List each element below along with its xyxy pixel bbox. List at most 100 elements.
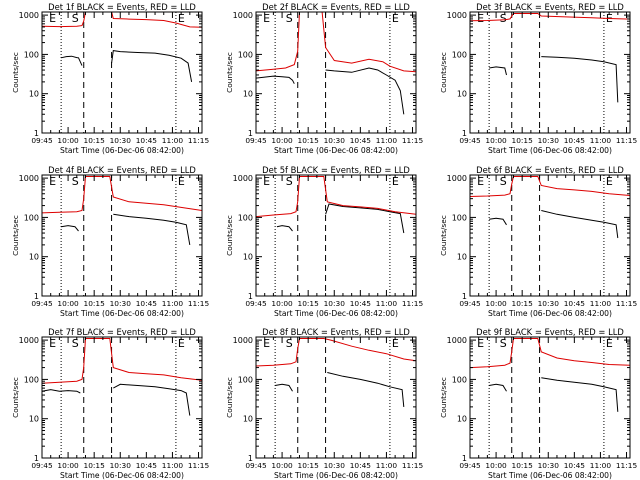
x-tick-label: 10:15 [84, 136, 106, 145]
y-tick-label: 1 [34, 292, 39, 301]
x-tick-label: 10:00 [271, 461, 293, 470]
events-series-line [255, 75, 295, 84]
marker-letter: E [392, 12, 399, 25]
y-tick-label: 100 [452, 375, 467, 384]
marker-letter: S [286, 337, 293, 350]
y-tick-label: 10 [29, 253, 39, 262]
events-series-line [113, 213, 191, 245]
x-axis-label: Start Time (06-Dec-06 08:42:00) [488, 471, 612, 480]
y-tick-label: 100 [24, 375, 39, 384]
x-tick-label: 10:15 [298, 136, 320, 145]
x-tick-label: 10:15 [512, 136, 534, 145]
events-series-line [113, 383, 191, 416]
panel-title: Det 1f BLACK = Events, RED = LLD [48, 2, 196, 12]
events-series-line [325, 67, 405, 115]
y-tick-label: 1 [34, 129, 39, 138]
x-tick-label: 11:00 [376, 136, 398, 145]
panel-title: Det 6f BLACK = Events, RED = LLD [476, 165, 624, 175]
y-tick-label: 1 [248, 129, 253, 138]
y-tick-label: 1 [248, 454, 253, 463]
y-tick-label: 100 [24, 50, 39, 59]
events-series-line [276, 225, 293, 232]
marker-letter: E [392, 175, 399, 188]
x-tick-label: 09:45 [245, 136, 267, 145]
x-tick-label: 10:30 [324, 136, 346, 145]
plot-frame [469, 174, 631, 297]
x-tick-label: 09:45 [459, 136, 481, 145]
marker-letter: E [263, 337, 270, 350]
y-tick-label: 1 [462, 129, 467, 138]
y-tick-label: 100 [452, 213, 467, 222]
x-tick-label: 09:45 [245, 299, 267, 308]
plot-frame [469, 336, 631, 459]
x-tick-label: 10:30 [538, 299, 560, 308]
y-tick-label: 1000 [233, 11, 253, 20]
x-axis-label: Start Time (06-Dec-06 08:42:00) [488, 146, 612, 155]
events-series-line [541, 377, 619, 412]
plot-frame [469, 11, 631, 134]
marker-letter: S [286, 12, 293, 25]
y-tick-label: 10 [29, 90, 39, 99]
y-tick-label: 1000 [19, 174, 39, 183]
x-tick-label: 11:00 [590, 299, 612, 308]
y-tick-label: 10 [457, 415, 467, 424]
marker-letter: E [263, 175, 270, 188]
x-tick-label: 11:00 [162, 299, 184, 308]
y-axis-label: Counts/sec [439, 52, 448, 93]
marker-letter: E [178, 175, 185, 188]
events-series-line [489, 217, 507, 226]
y-tick-label: 1 [34, 454, 39, 463]
events-series-line [325, 203, 405, 234]
panel-title: Det 9f BLACK = Events, RED = LLD [476, 327, 624, 337]
lld-series-line [255, 176, 417, 218]
x-tick-label: 11:00 [376, 461, 398, 470]
marker-letter: E [178, 337, 185, 350]
lld-series-line [469, 176, 631, 197]
x-axis-label: Start Time (06-Dec-06 08:42:00) [274, 146, 398, 155]
marker-letter: E [477, 12, 484, 25]
x-axis-label: Start Time (06-Dec-06 08:42:00) [60, 146, 184, 155]
y-axis-label: Counts/sec [225, 215, 234, 256]
x-tick-label: 10:00 [271, 299, 293, 308]
marker-letter: E [477, 337, 484, 350]
marker-letter: E [477, 175, 484, 188]
plot-frame [255, 336, 417, 459]
x-tick-label: 10:00 [485, 299, 507, 308]
x-tick-label: 09:45 [31, 136, 53, 145]
x-tick-label: 10:15 [84, 461, 106, 470]
x-tick-label: 11:00 [162, 461, 184, 470]
x-tick-label: 09:45 [245, 461, 267, 470]
panel-title: Det 3f BLACK = Events, RED = LLD [476, 2, 624, 12]
marker-letter: S [500, 175, 507, 188]
y-tick-label: 10 [29, 415, 39, 424]
marker-letter: S [72, 12, 79, 25]
lld-series-line [469, 338, 631, 369]
x-tick-label: 11:00 [590, 461, 612, 470]
panel-title: Det 5f BLACK = Events, RED = LLD [262, 165, 410, 175]
marker-letter: S [500, 12, 507, 25]
y-tick-label: 1000 [447, 336, 467, 345]
events-series-line [60, 55, 83, 66]
x-axis-label: Start Time (06-Dec-06 08:42:00) [60, 471, 184, 480]
y-tick-label: 10 [457, 90, 467, 99]
x-tick-label: 09:45 [31, 299, 53, 308]
x-tick-label: 11:15 [188, 461, 210, 470]
y-tick-label: 1000 [233, 336, 253, 345]
x-tick-label: 11:15 [402, 136, 424, 145]
y-axis-label: Counts/sec [439, 377, 448, 418]
y-tick-label: 1 [462, 292, 467, 301]
y-tick-label: 1000 [447, 174, 467, 183]
y-axis-label: Counts/sec [225, 377, 234, 418]
x-tick-label: 10:15 [512, 461, 534, 470]
y-tick-label: 1000 [233, 174, 253, 183]
x-tick-label: 10:30 [110, 136, 132, 145]
marker-letter: S [500, 337, 507, 350]
x-tick-label: 10:00 [57, 299, 79, 308]
lld-series-line [41, 11, 203, 28]
x-tick-label: 10:00 [271, 136, 293, 145]
x-tick-label: 10:15 [84, 299, 106, 308]
